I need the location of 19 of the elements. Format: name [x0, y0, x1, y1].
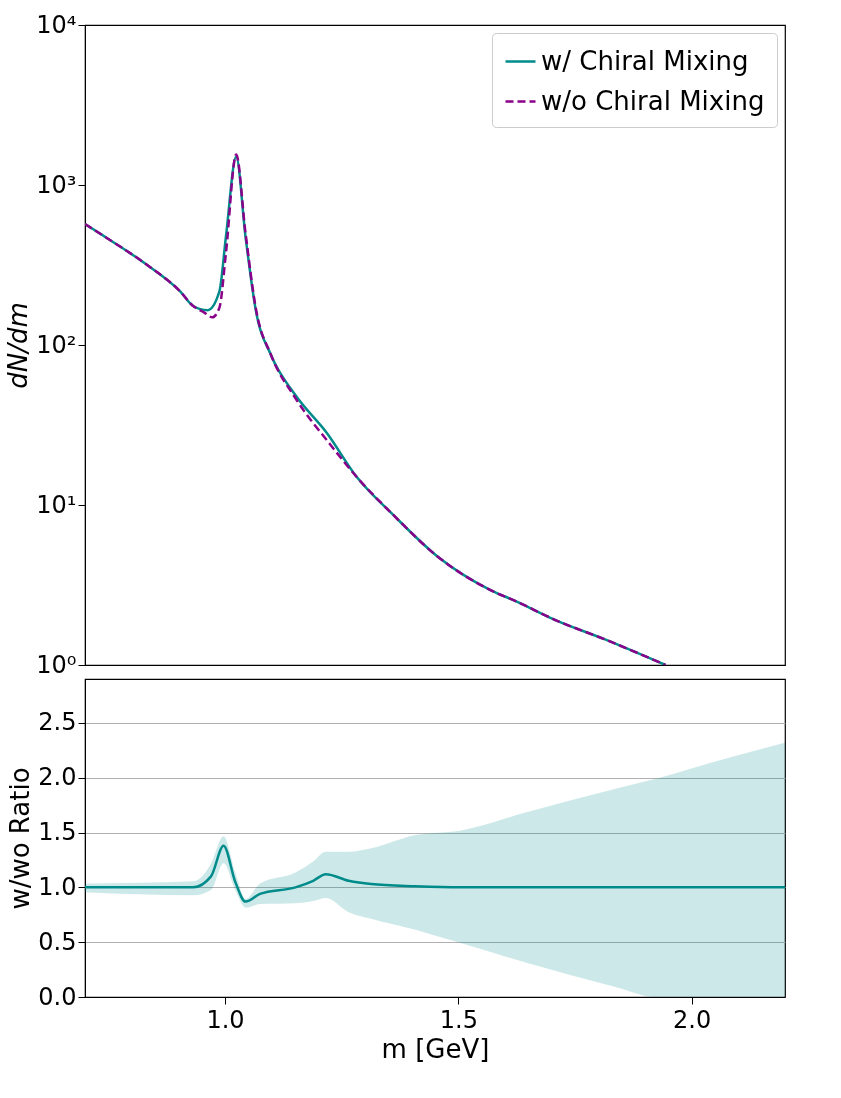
y-axis-title: w/wo Ratio — [5, 767, 36, 910]
y-tick-label: 10⁴ — [36, 10, 77, 39]
y-tick-label: 2.5 — [38, 708, 77, 737]
y-tick-label: 10² — [36, 330, 77, 359]
y-tick-label: 0.5 — [38, 927, 77, 956]
y-tick-label: 10¹ — [36, 490, 77, 519]
x-tick-label: 2.0 — [673, 1005, 712, 1034]
x-axis-title: m [GeV] — [381, 1033, 490, 1064]
legend-label: w/o Chiral Mixing — [541, 85, 765, 116]
y-tick-label: 2.0 — [38, 763, 77, 792]
x-tick-label: 1.5 — [439, 1005, 478, 1034]
y-axis-title: dN/dm — [3, 302, 34, 389]
y-tick-label: 10³ — [36, 170, 77, 199]
y-tick-label: 10⁰ — [36, 650, 77, 679]
y-tick-label: 1.0 — [38, 872, 77, 901]
y-tick-label: 0.0 — [38, 982, 77, 1011]
y-tick-label: 1.5 — [38, 818, 77, 847]
legend-label: w/ Chiral Mixing — [541, 45, 749, 76]
x-tick-label: 1.0 — [206, 1005, 245, 1034]
